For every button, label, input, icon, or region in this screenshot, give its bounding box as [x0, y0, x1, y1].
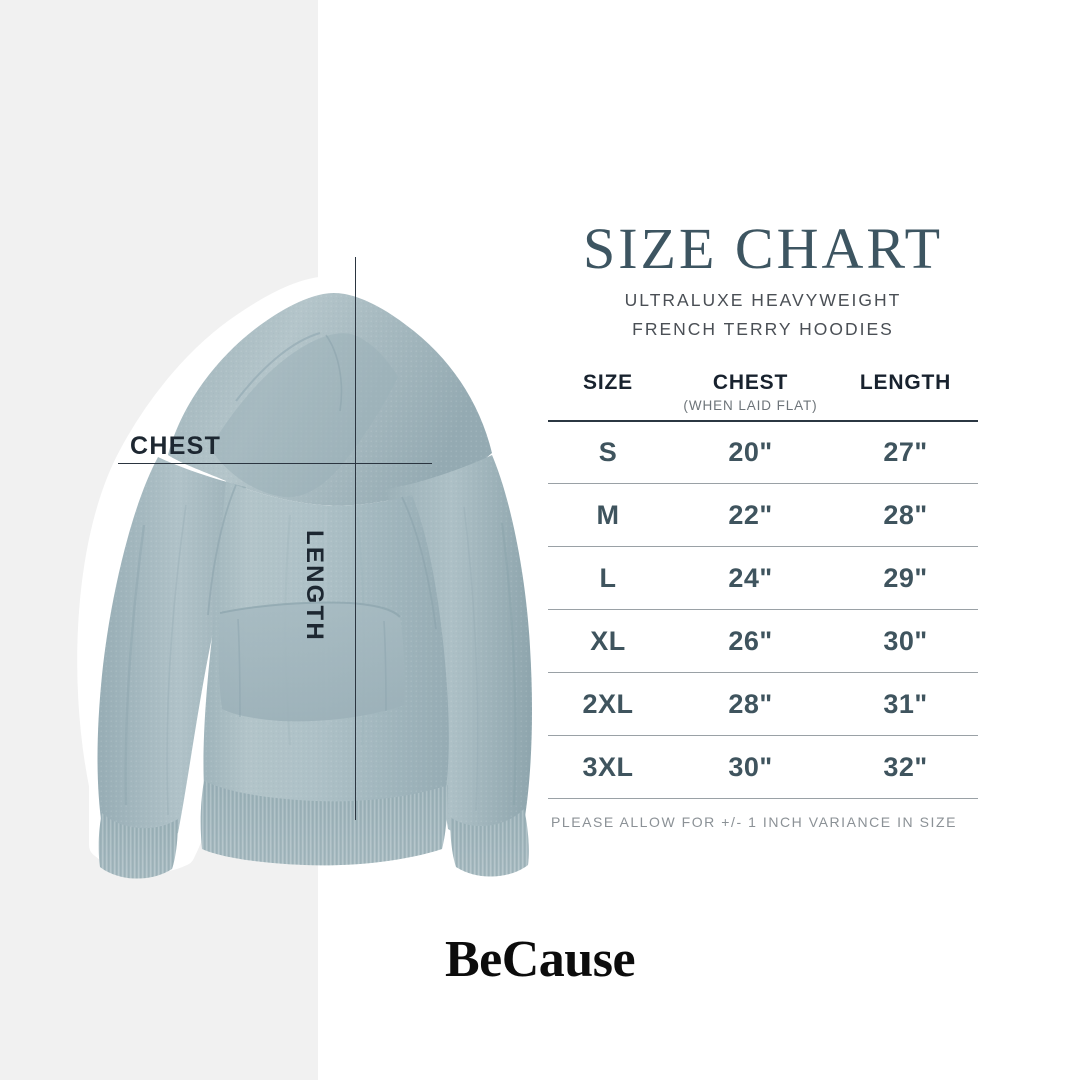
size-chart-table: SIZE CHEST LENGTH (WHEN LAID FLAT) S 20"…	[548, 371, 978, 800]
cell-size: 3XL	[548, 735, 668, 800]
cell-size: XL	[548, 609, 668, 674]
subtitle-line-1: ULTRALUXE HEAVYWEIGHT	[624, 290, 902, 311]
cell-chest: 28"	[668, 672, 833, 737]
brand-logo: BeCause	[444, 931, 636, 988]
table-row: S 20" 27"	[548, 420, 978, 485]
cell-length: 30"	[833, 609, 978, 674]
page-title: SIZE CHART	[582, 216, 944, 281]
variance-note: PLEASE ALLOW FOR +/- 1 INCH VARIANCE IN …	[551, 814, 957, 831]
cell-length: 29"	[833, 546, 978, 611]
table-row: XL 26" 30"	[548, 609, 978, 674]
cell-length: 28"	[833, 483, 978, 548]
table-header-note-row: (WHEN LAID FLAT)	[548, 395, 978, 420]
cell-chest: 26"	[668, 609, 833, 674]
column-note-chest: (WHEN LAID FLAT)	[683, 397, 818, 413]
cell-size: L	[548, 546, 668, 611]
cell-chest: 22"	[668, 483, 833, 548]
cell-size: 2XL	[548, 672, 668, 737]
cell-size: M	[548, 483, 668, 548]
table-row: M 22" 28"	[548, 483, 978, 548]
table-header-row: SIZE CHEST LENGTH	[548, 371, 978, 395]
column-note-spacer-right	[833, 395, 978, 420]
column-header-chest: CHEST	[712, 370, 789, 394]
cell-chest: 24"	[668, 546, 833, 611]
cell-size: S	[548, 420, 668, 485]
cell-length: 32"	[833, 735, 978, 800]
table-row: 3XL 30" 32"	[548, 735, 978, 800]
column-note-spacer-left	[548, 395, 668, 420]
hoodie-product-image	[40, 205, 550, 895]
column-header-size: SIZE	[583, 370, 633, 394]
cell-chest: 20"	[668, 420, 833, 485]
table-row: L 24" 29"	[548, 546, 978, 611]
cell-length: 27"	[833, 420, 978, 485]
column-header-length: LENGTH	[859, 370, 952, 394]
subtitle-line-2: FRENCH TERRY HOODIES	[632, 318, 894, 339]
size-chart-panel: SIZE CHART ULTRALUXE HEAVYWEIGHT FRENCH …	[548, 218, 978, 830]
table-row: 2XL 28" 31"	[548, 672, 978, 737]
cell-chest: 30"	[668, 735, 833, 800]
cell-length: 31"	[833, 672, 978, 737]
